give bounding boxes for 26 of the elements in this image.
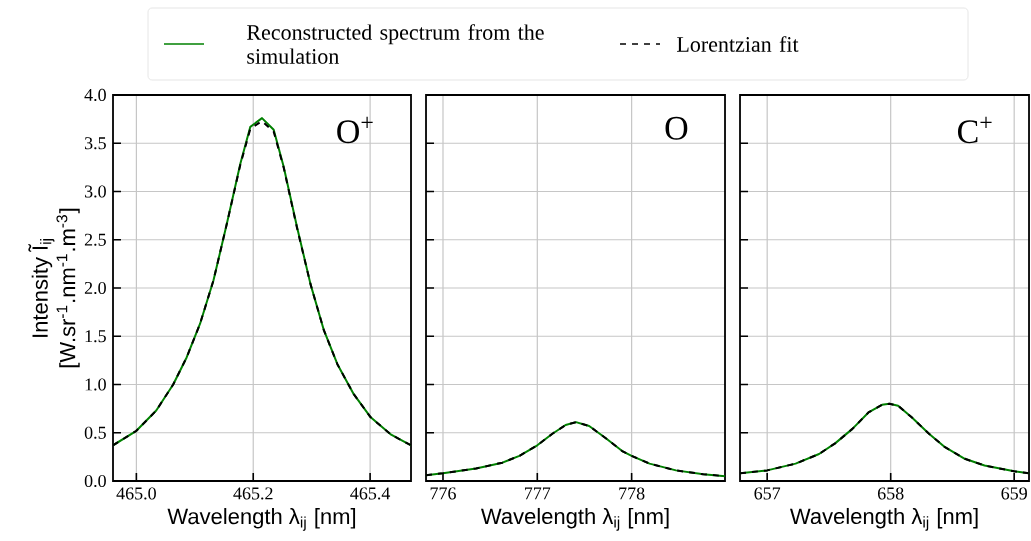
x-axis-title: Wavelength λ$_{ij}$ [nm] bbox=[790, 507, 978, 531]
x-tick-label: 465.0 bbox=[116, 487, 156, 500]
x-tick-label: 465.4 bbox=[350, 487, 391, 500]
x-tick-label: 658 bbox=[877, 487, 904, 500]
y-tick-label: 1.0 bbox=[85, 378, 106, 391]
x-tick-label: 659 bbox=[1001, 487, 1027, 500]
x-axis-title: Wavelength λ$_{ij}$ [nm] bbox=[167, 508, 356, 531]
x-tick-label: 777 bbox=[525, 487, 551, 500]
x-axis-title: Wavelength λ$_{ij}$ [nm] bbox=[480, 507, 669, 531]
x-tick-label: 778 bbox=[619, 487, 645, 500]
y-tick-label: 2.0 bbox=[84, 281, 106, 295]
legend-label: Reconstructed spectrum from the simulation bbox=[247, 24, 544, 64]
y-tick-label: 2.5 bbox=[84, 233, 106, 246]
y-tick-label: 0.5 bbox=[84, 426, 106, 439]
annotation: C$^{+}$ bbox=[957, 116, 992, 144]
x-tick-label: 776 bbox=[430, 487, 456, 500]
y-tick-label: 3.5 bbox=[84, 137, 106, 150]
x-tick-label: 657 bbox=[754, 487, 781, 500]
y-tick-label: 1.5 bbox=[85, 330, 106, 343]
x-tick-label: 465.2 bbox=[233, 487, 273, 500]
legend-label: Lorentzian fit bbox=[677, 36, 799, 52]
annotation: O bbox=[665, 116, 688, 140]
y-tick-label: 3.0 bbox=[84, 185, 106, 198]
y-tick-label: 4.0 bbox=[84, 88, 106, 102]
annotation: O$^{+}$ bbox=[337, 116, 373, 144]
y-tick-label: 0.0 bbox=[84, 474, 106, 488]
